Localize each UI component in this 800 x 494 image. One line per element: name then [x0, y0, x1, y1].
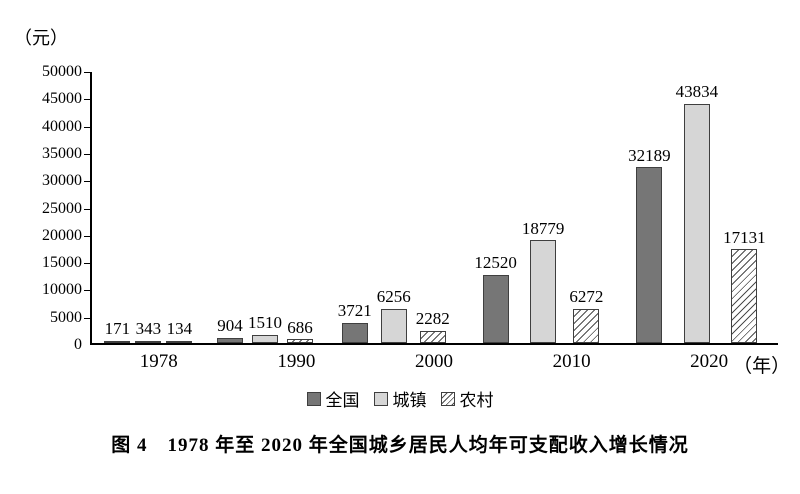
- y-tick-label: 20000: [42, 226, 82, 244]
- y-tick-label: 15000: [42, 254, 82, 272]
- bar-城镇-2020: [683, 103, 710, 343]
- y-tick-mark: [84, 72, 90, 73]
- bar-城镇-1978: [135, 341, 162, 343]
- bar-农村-2000: [419, 330, 446, 343]
- bar-value-label: 18779: [521, 218, 565, 238]
- y-tick-label: 40000: [42, 117, 82, 135]
- bar-value-label: 17131: [723, 227, 766, 247]
- legend-item-农村: 农村: [440, 386, 494, 411]
- bar-全国-1978: [104, 341, 131, 343]
- bar-value-label: 686: [287, 317, 313, 337]
- bar-农村-2010: [573, 308, 600, 343]
- legend-item-城镇: 城镇: [373, 386, 427, 411]
- y-tick-label: 5000: [50, 308, 82, 326]
- x-axis-unit-label: （年）: [733, 356, 791, 377]
- bar-group-2020: 32189 43834 17131: [628, 81, 766, 343]
- legend-item-全国: 全国: [306, 386, 360, 411]
- bar-slot: 1510: [248, 313, 283, 343]
- bar-value-label: 6256: [376, 287, 411, 307]
- y-tick-label: 25000: [42, 199, 82, 217]
- y-tick-label: 0: [74, 336, 82, 353]
- y-tick-mark: [84, 153, 90, 155]
- y-tick-label: 10000: [42, 281, 82, 299]
- y-tick-mark: [84, 126, 90, 128]
- legend-label: 全国: [325, 391, 360, 410]
- bar-slot: 32189: [628, 145, 671, 343]
- bar-value-label: 43834: [675, 81, 719, 101]
- legend-swatch: [373, 391, 388, 406]
- y-tick-mark: [84, 263, 90, 265]
- bar-value-label: 904: [217, 316, 243, 336]
- bar-value-label: 343: [135, 319, 162, 339]
- bar-城镇-2010: [530, 240, 557, 343]
- bar-value-label: 2282: [415, 308, 450, 328]
- x-tick-label: 1990: [277, 351, 316, 372]
- x-tick-label: 2000: [414, 351, 453, 372]
- bar-全国-1990: [217, 338, 244, 343]
- bar-农村-1990: [287, 339, 314, 343]
- bar-城镇-2000: [380, 308, 407, 343]
- bar-slot: 904: [217, 316, 244, 343]
- bar-value-label: 3721: [337, 301, 372, 320]
- bar-slot: 171: [104, 319, 131, 343]
- bar-农村-1978: [166, 341, 193, 343]
- bar-group-2000: 3721 6256 2282: [337, 287, 450, 343]
- bar-group-1990: 904 1510 686: [217, 313, 314, 343]
- bar-value-label: 6272: [569, 287, 604, 307]
- bar-groups: 171 343 134 904 1510 686 3721 6256 2282 12520 1877…: [92, 72, 778, 343]
- bar-slot: 343: [135, 319, 162, 343]
- bar-group-2010: 12520 18779 6272: [474, 218, 604, 343]
- bar-城镇-1990: [252, 334, 279, 343]
- y-axis-unit-label: （元）: [14, 28, 68, 48]
- x-tick-label: 1978: [139, 351, 178, 372]
- y-tick-mark: [84, 290, 90, 292]
- bar-slot: 12520: [474, 252, 517, 343]
- x-tick-label: 2020 （年）: [690, 351, 791, 377]
- legend-swatch: [440, 391, 455, 406]
- bar-全国-2020: [636, 167, 663, 343]
- x-axis-tick-labels: 1978 1990 2000 2010 2020 （年）: [90, 351, 791, 377]
- legend-label: 农村: [459, 391, 494, 410]
- bar-全国-2000: [341, 322, 368, 343]
- bar-value-label: 1510: [248, 313, 283, 333]
- y-tick-label: 45000: [42, 90, 82, 108]
- bar-农村-2020: [731, 249, 758, 343]
- bar-slot: 6256: [376, 287, 411, 343]
- y-tick-mark: [84, 208, 90, 210]
- y-axis-tick-labels: 0 5000 10000 15000 20000 25000 30000 35000 40000…: [0, 64, 82, 353]
- bar-slot: 43834: [675, 81, 719, 343]
- y-tick-label: 30000: [42, 172, 82, 190]
- bar-value-label: 171: [104, 319, 131, 339]
- bar-group-1978: 171 343 134: [104, 319, 193, 343]
- y-tick-label: 35000: [42, 144, 82, 162]
- y-tick-mark: [84, 317, 90, 319]
- legend-label: 城镇: [392, 391, 427, 410]
- y-tick-label: 50000: [42, 63, 82, 80]
- y-tick-mark: [84, 235, 90, 237]
- y-tick-mark: [84, 181, 90, 183]
- bar-value-label: 12520: [474, 252, 517, 272]
- bar-全国-2010: [482, 274, 509, 343]
- bar-slot: 17131: [723, 227, 766, 343]
- bar-slot: 686: [287, 317, 314, 343]
- legend: 全国 城镇 农村: [0, 386, 800, 411]
- bar-slot: 18779: [521, 218, 565, 343]
- bar-slot: 2282: [415, 308, 450, 343]
- bar-slot: 6272: [569, 287, 604, 343]
- bar-value-label: 134: [166, 319, 193, 339]
- bar-slot: 3721: [337, 301, 372, 343]
- legend-swatch: [306, 391, 321, 406]
- x-tick-label: 2010: [552, 351, 591, 372]
- plot-area: 171 343 134 904 1510 686 3721 6256 2282 12520 1877…: [90, 72, 778, 345]
- chart-caption: 图 4 1978 年至 2020 年全国城乡居民人均年可支配收入增长情况: [111, 435, 689, 456]
- y-tick-mark: [84, 99, 90, 101]
- bar-value-label: 32189: [628, 145, 671, 165]
- bar-slot: 134: [166, 319, 193, 343]
